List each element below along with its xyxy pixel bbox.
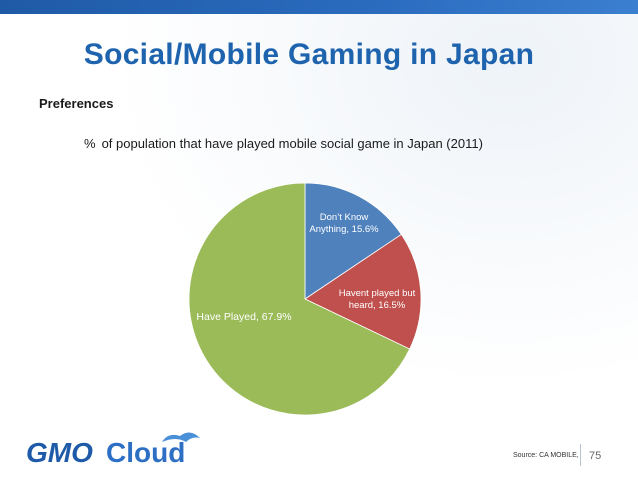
caption-text: of population that have played mobile so… xyxy=(101,136,483,151)
pie-slice-label-1: Don’t Know Anything, 15.6% xyxy=(309,212,379,235)
chart-caption: % of population that have played mobile s… xyxy=(84,136,483,151)
top-accent-bar xyxy=(0,0,638,14)
source-note: Source: CA MOBILE, xyxy=(513,452,579,459)
pie-slice-3 xyxy=(188,182,411,416)
footer-divider xyxy=(580,444,581,466)
pie-slice-label-2: Havent played but heard, 16.5% xyxy=(339,288,416,311)
slide-title: Social/Mobile Gaming in Japan xyxy=(83,38,535,71)
cloud-swoosh-icon xyxy=(162,432,200,442)
pie-slice-2 xyxy=(304,233,422,350)
gmo-cloud-logo: GMO Cloud xyxy=(26,432,200,468)
slide-subtitle: Preferences xyxy=(39,96,114,111)
logo-gmo-text: GMO xyxy=(26,437,93,468)
caption-percent-sign: % xyxy=(84,136,96,151)
logo-cloud-text: Cloud xyxy=(106,437,185,468)
pie-slice-label-3: Have Played, 67.9% xyxy=(196,311,291,323)
pie-slice-1 xyxy=(304,182,402,300)
page-number: 75 xyxy=(589,450,602,462)
